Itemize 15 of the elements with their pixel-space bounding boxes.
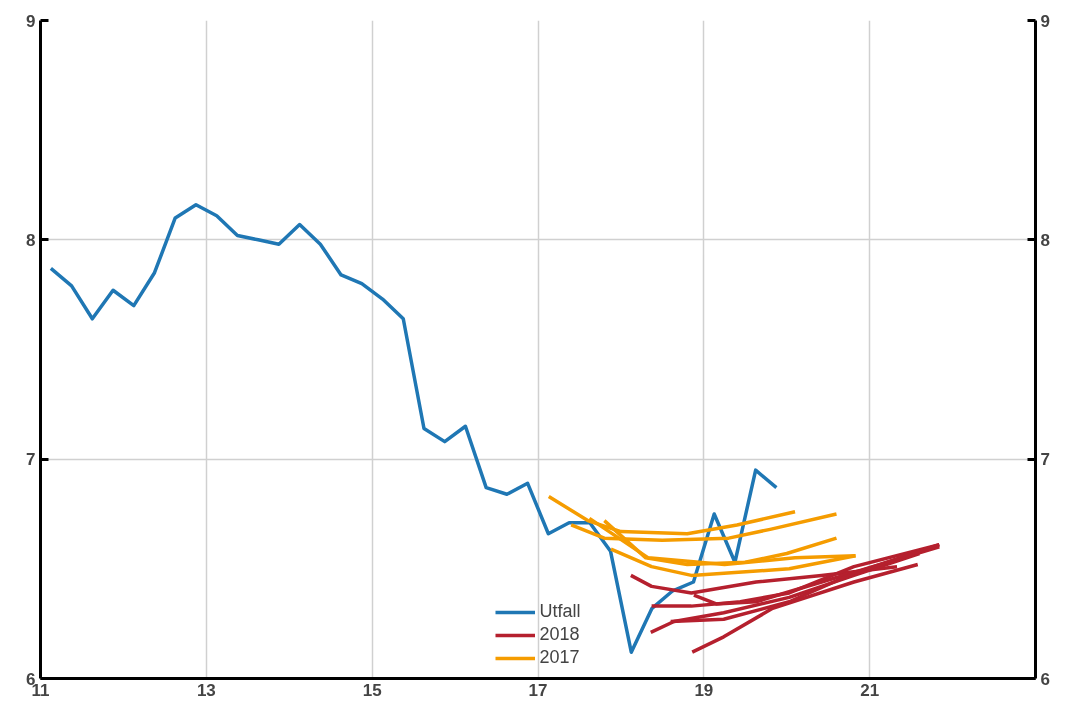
y2-tick-label: 9 <box>1040 11 1050 31</box>
y-tick-label: 8 <box>26 230 36 250</box>
y2-tick-label: 7 <box>1040 450 1050 470</box>
y2-tick-label: 8 <box>1040 230 1050 250</box>
y-tick-label: 9 <box>26 11 36 31</box>
x-tick-label: 17 <box>528 680 548 700</box>
x-tick-label: 19 <box>694 680 714 700</box>
x-tick-label: 15 <box>362 680 382 700</box>
legend-label: Utfall <box>539 601 581 622</box>
x-tick-label: 13 <box>196 680 216 700</box>
x-tick-label: 21 <box>860 680 880 700</box>
y-tick-label: 7 <box>26 450 36 470</box>
legend-label: 2018 <box>539 624 580 645</box>
legend-label: 2017 <box>539 647 580 668</box>
y2-tick-label: 6 <box>1040 669 1050 689</box>
